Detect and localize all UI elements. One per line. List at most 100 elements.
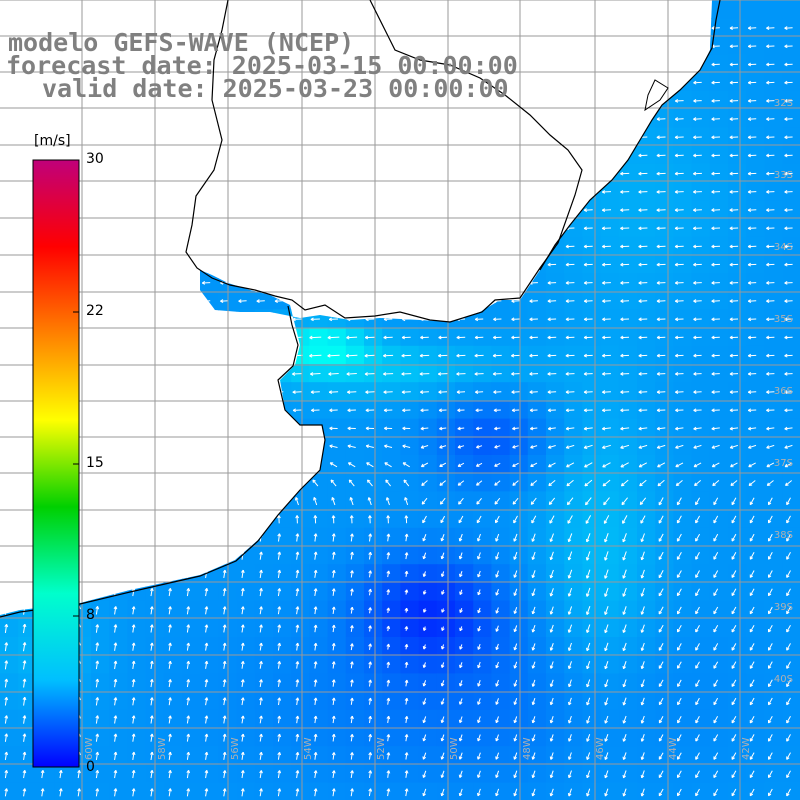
field-cell [673,637,693,656]
field-cell [655,564,674,583]
field-cell [473,436,492,456]
field-cell [309,618,329,638]
field-cell [618,600,638,620]
field-cell [400,582,420,602]
field-cell [527,618,547,638]
field-cell [309,691,329,711]
field-cell [436,564,456,583]
field-cell [236,782,256,800]
field-cell [236,728,256,747]
field-cell [764,564,784,583]
field-cell [509,728,529,747]
field-cell [582,564,602,583]
field-cell [782,673,800,693]
field-cell [455,764,474,784]
field-cell [18,746,37,765]
field-cell [309,527,329,547]
wind-arrow [693,80,702,85]
field-cell [709,546,729,565]
field-cell [163,618,183,638]
field-cell [637,527,656,547]
field-cell [436,782,456,800]
field-cell [673,582,693,602]
field-cell [109,618,128,638]
field-cell [618,564,638,583]
field-cell [655,509,674,529]
field-cell [600,491,620,511]
field-cell [309,655,329,674]
field-cell [491,436,511,456]
field-cell [564,728,583,747]
field-cell [455,782,474,800]
field-cell [782,746,800,765]
field-cell [36,782,56,800]
field-cell [400,691,420,711]
field-cell [418,564,438,583]
field-cell [473,564,492,583]
field-cell [418,455,438,474]
field-cell [0,728,19,747]
field-cell [200,582,219,602]
field-cell [0,691,19,711]
field-cell [327,691,347,711]
field-cell [782,491,800,511]
field-cell [236,655,256,674]
field-cell [728,546,747,565]
field-cell [182,582,201,602]
field-cell [546,637,565,656]
field-cell [436,655,456,674]
field-cell [473,418,492,438]
field-cell [473,782,492,800]
wind-arrow [674,117,684,121]
field-cell [582,728,602,747]
field-cell [546,455,565,474]
field-cell [491,728,511,747]
field-cell [637,455,656,474]
field-cell [400,600,420,620]
field-cell [509,491,529,511]
field-cell [618,673,638,693]
field-cell [436,582,456,602]
field-cell [728,436,747,456]
field-cell [273,691,292,711]
field-cell [527,764,547,784]
field-cell [345,691,365,711]
colorbar-tick-15: 15 [86,455,104,471]
wind-arrow [711,117,720,121]
field-cell [691,691,711,711]
field-cell [91,600,110,620]
field-cell [527,564,547,583]
field-cell [782,600,800,620]
wind-arrow [766,117,775,121]
field-cell [327,618,347,638]
field-cell [309,709,329,729]
field-cell [18,673,37,693]
field-cell [291,746,310,765]
field-cell [291,600,310,620]
field-cell [491,709,511,729]
field-cell [273,600,292,620]
field-cell [691,637,711,656]
field-cell [691,564,711,583]
field-cell [746,527,765,547]
field-cell [546,546,565,565]
field-cell [182,782,201,800]
field-cell [54,782,74,800]
field-cell [600,600,620,620]
field-cell [600,509,620,529]
field-cell [600,546,620,565]
field-cell [182,691,201,711]
field-cell [418,655,438,674]
longitude-label: 60W [84,737,95,760]
field-cell [746,637,765,656]
field-cell [527,709,547,729]
field-cell [782,655,800,674]
field-cell [400,728,420,747]
longitude-label: 58W [157,737,168,760]
field-cell [764,709,784,729]
field-cell [200,728,219,747]
field-cell [618,618,638,638]
wind-arrow [784,117,793,121]
field-cell [691,546,711,565]
longitude-label: 56W [230,737,241,760]
